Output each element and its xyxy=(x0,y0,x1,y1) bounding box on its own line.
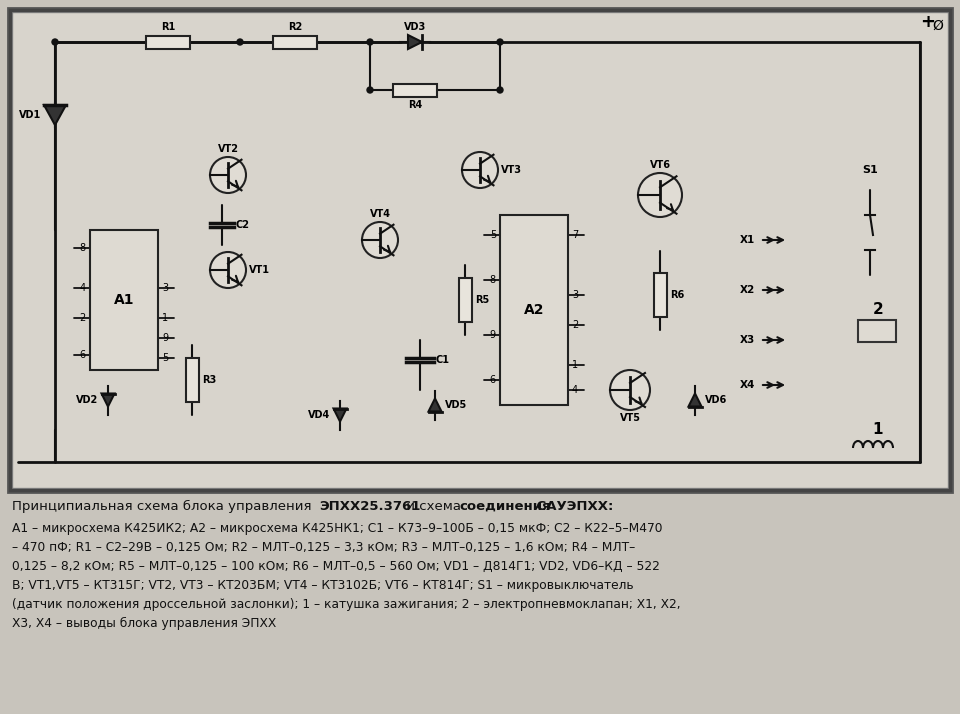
Circle shape xyxy=(497,87,503,93)
Text: VT3: VT3 xyxy=(501,165,522,175)
Text: 8: 8 xyxy=(80,243,86,253)
Text: Х3: Х3 xyxy=(740,335,755,345)
Bar xyxy=(12,12,948,488)
Text: А2: А2 xyxy=(524,303,544,317)
Polygon shape xyxy=(428,398,442,411)
Text: 2: 2 xyxy=(80,313,86,323)
Text: и схема: и схема xyxy=(402,500,466,513)
Text: САУЭПХХ:: САУЭПХХ: xyxy=(532,500,613,513)
Text: Х2: Х2 xyxy=(740,285,755,295)
Text: ЭПХХ25.3761: ЭПХХ25.3761 xyxy=(319,500,420,513)
Text: А1 – микросхема К425ИК2; А2 – микросхема К425НК1; С1 – К73–9–100Б – 0,15 мкФ; С2: А1 – микросхема К425ИК2; А2 – микросхема… xyxy=(12,522,662,535)
Text: R1: R1 xyxy=(161,23,175,33)
Text: VT2: VT2 xyxy=(218,144,238,154)
Text: +: + xyxy=(921,13,935,31)
Text: 5: 5 xyxy=(162,353,168,363)
Text: 2: 2 xyxy=(873,303,883,318)
Text: В; VT1,VT5 – КТ315Г; VT2, VT3 – КТ203БМ; VT4 – КТ3102Б; VT6 – КТ814Г; S1 – микро: В; VT1,VT5 – КТ315Г; VT2, VT3 – КТ203БМ;… xyxy=(12,579,634,592)
Text: R5: R5 xyxy=(475,295,490,305)
Bar xyxy=(654,273,666,317)
Text: 1: 1 xyxy=(572,360,578,370)
Polygon shape xyxy=(408,35,422,49)
Circle shape xyxy=(638,173,682,217)
Text: VD6: VD6 xyxy=(705,395,727,405)
Text: C2: C2 xyxy=(236,220,250,230)
Text: 1: 1 xyxy=(162,313,168,323)
Bar xyxy=(459,278,471,322)
Text: VT4: VT4 xyxy=(370,209,391,219)
Text: 6: 6 xyxy=(490,375,496,385)
Circle shape xyxy=(610,370,650,410)
Text: 3: 3 xyxy=(572,290,578,300)
Text: R2: R2 xyxy=(288,23,302,33)
Text: 7: 7 xyxy=(572,230,578,240)
Circle shape xyxy=(210,157,246,193)
Circle shape xyxy=(367,87,373,93)
Bar xyxy=(10,10,950,490)
Text: R4: R4 xyxy=(408,99,422,109)
Text: 4: 4 xyxy=(80,283,86,293)
Text: VD4: VD4 xyxy=(308,410,330,420)
Bar xyxy=(393,84,437,96)
Bar xyxy=(185,358,199,402)
Circle shape xyxy=(362,222,398,258)
Circle shape xyxy=(497,39,503,45)
Text: 2: 2 xyxy=(572,320,578,330)
Text: 9: 9 xyxy=(162,333,168,343)
Text: S1: S1 xyxy=(862,165,877,175)
Circle shape xyxy=(52,39,58,45)
Bar xyxy=(146,36,190,49)
Text: Ø: Ø xyxy=(932,19,944,33)
Text: 0,125 – 8,2 кОм; R5 – МЛТ–0,125 – 100 кОм; R6 – МЛТ–0,5 – 560 Ом; VD1 – Д814Г1; : 0,125 – 8,2 кОм; R5 – МЛТ–0,125 – 100 кО… xyxy=(12,560,660,573)
Bar xyxy=(90,230,158,370)
Polygon shape xyxy=(102,393,114,406)
Text: VT6: VT6 xyxy=(650,160,670,170)
Text: соединения: соединения xyxy=(459,500,551,513)
Text: VT5: VT5 xyxy=(619,413,640,423)
Text: R3: R3 xyxy=(203,375,217,385)
Text: VD1: VD1 xyxy=(19,110,41,120)
Bar xyxy=(500,215,568,405)
Bar xyxy=(273,36,317,49)
Text: VD5: VD5 xyxy=(444,400,467,410)
Circle shape xyxy=(367,39,373,45)
Bar xyxy=(858,320,896,342)
Bar xyxy=(8,8,952,492)
Text: 4: 4 xyxy=(572,385,578,395)
Text: 8: 8 xyxy=(490,275,496,285)
Text: – 470 пФ; R1 – С2–29В – 0,125 Ом; R2 – МЛТ–0,125 – 3,3 кОм; R3 – МЛТ–0,125 – 1,6: – 470 пФ; R1 – С2–29В – 0,125 Ом; R2 – М… xyxy=(12,541,636,554)
Text: Принципиальная схема блока управления: Принципиальная схема блока управления xyxy=(12,500,316,513)
Text: VD2: VD2 xyxy=(76,395,99,405)
Text: (датчик положения дроссельной заслонки); 1 – катушка зажигания; 2 – электропневм: (датчик положения дроссельной заслонки);… xyxy=(12,598,681,611)
Polygon shape xyxy=(44,105,66,125)
Text: А1: А1 xyxy=(113,293,134,307)
Text: C1: C1 xyxy=(436,355,450,365)
Text: Х4: Х4 xyxy=(739,380,755,390)
Text: 6: 6 xyxy=(80,350,86,360)
Circle shape xyxy=(462,152,498,188)
Text: VT1: VT1 xyxy=(249,265,270,275)
Text: 3: 3 xyxy=(162,283,168,293)
Circle shape xyxy=(237,39,243,45)
Text: VD3: VD3 xyxy=(404,22,426,32)
Circle shape xyxy=(210,252,246,288)
Text: Х1: Х1 xyxy=(740,235,755,245)
Text: 9: 9 xyxy=(490,330,496,340)
Polygon shape xyxy=(688,393,702,406)
Text: 5: 5 xyxy=(490,230,496,240)
Text: 1: 1 xyxy=(873,423,883,438)
Text: Х3, Х4 – выводы блока управления ЭПХХ: Х3, Х4 – выводы блока управления ЭПХХ xyxy=(12,617,276,630)
Polygon shape xyxy=(333,408,347,421)
Text: R6: R6 xyxy=(670,290,684,300)
